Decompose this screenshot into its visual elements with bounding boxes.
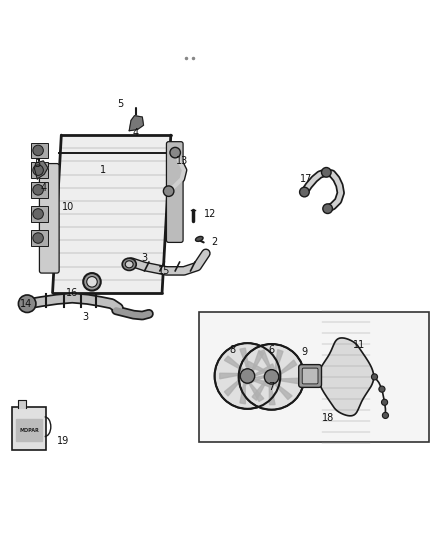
FancyBboxPatch shape [12,407,46,450]
Text: 1: 1 [100,165,106,175]
Circle shape [240,369,254,383]
Circle shape [33,209,43,219]
Text: 7: 7 [268,382,275,392]
Circle shape [18,295,36,312]
Polygon shape [129,116,144,131]
Polygon shape [274,383,292,400]
Polygon shape [16,419,42,441]
Polygon shape [18,400,26,408]
Polygon shape [275,350,283,371]
Text: 10: 10 [62,203,74,212]
Bar [31,230,48,246]
Text: 2: 2 [212,237,218,247]
Polygon shape [278,378,300,384]
Polygon shape [246,361,267,373]
Polygon shape [240,382,245,404]
Text: 3: 3 [141,253,148,263]
Bar [199,312,429,442]
Polygon shape [244,376,265,385]
Polygon shape [252,351,264,372]
Text: 4: 4 [133,128,139,138]
Polygon shape [259,350,272,370]
Text: 9: 9 [301,347,307,357]
Bar [31,182,48,198]
Circle shape [170,147,180,158]
Circle shape [83,273,101,290]
Polygon shape [240,348,249,369]
Circle shape [215,343,280,409]
Bar [31,162,48,178]
Text: 5: 5 [34,159,40,168]
Text: 17: 17 [300,174,313,184]
Ellipse shape [195,237,203,241]
Text: 6: 6 [268,345,275,355]
FancyBboxPatch shape [166,142,183,243]
Bar [31,206,48,222]
Text: 16: 16 [66,288,78,298]
Polygon shape [220,373,240,379]
Polygon shape [278,360,297,375]
Text: 12: 12 [204,209,216,219]
Polygon shape [269,384,275,405]
Circle shape [382,413,389,418]
Polygon shape [224,378,241,396]
Polygon shape [224,356,244,370]
Polygon shape [35,161,48,179]
Circle shape [163,186,174,197]
Text: 13: 13 [176,156,188,166]
Ellipse shape [125,261,133,268]
Text: 14: 14 [20,298,32,309]
Text: 18: 18 [322,413,335,423]
Ellipse shape [122,258,136,270]
Polygon shape [249,383,264,401]
Circle shape [87,277,97,287]
Polygon shape [253,379,275,388]
Polygon shape [252,381,266,400]
Text: 4: 4 [41,183,47,192]
Text: 19: 19 [57,436,70,446]
Circle shape [323,204,332,214]
Circle shape [265,370,279,384]
FancyBboxPatch shape [39,164,59,273]
Text: 15: 15 [158,266,170,276]
Circle shape [33,184,43,195]
Polygon shape [318,338,374,416]
Text: 11: 11 [353,341,365,350]
Circle shape [379,386,385,392]
Circle shape [239,344,304,410]
Polygon shape [254,364,275,376]
Circle shape [300,187,309,197]
Circle shape [33,233,43,243]
Text: 3: 3 [82,312,88,322]
Circle shape [33,165,43,175]
Circle shape [371,374,378,380]
Text: 8: 8 [229,345,235,355]
Circle shape [381,399,388,405]
Circle shape [321,167,331,177]
Text: MOPAR: MOPAR [19,429,39,433]
Circle shape [33,145,43,156]
Polygon shape [53,135,171,293]
FancyBboxPatch shape [302,368,318,384]
Text: 5: 5 [117,100,124,109]
FancyBboxPatch shape [299,365,321,387]
Bar [31,142,48,158]
